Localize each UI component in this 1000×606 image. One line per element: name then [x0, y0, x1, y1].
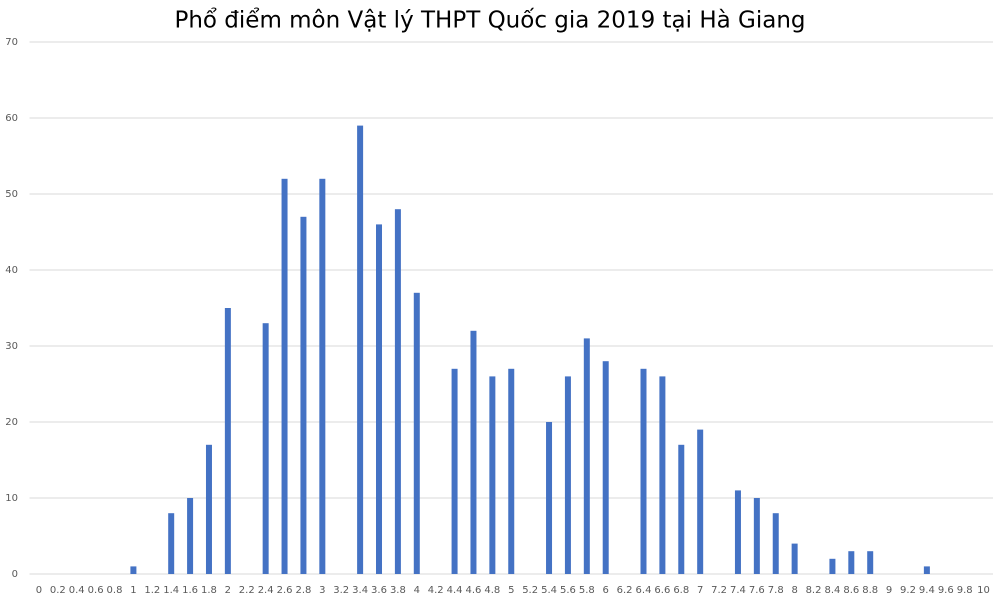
- bar: [753, 498, 760, 574]
- x-tick-label: 7: [697, 585, 703, 596]
- bar: [564, 376, 571, 574]
- x-tick-label: 5.4: [541, 585, 557, 596]
- x-tick-label: 7.8: [768, 585, 784, 596]
- x-tick-label: 1.2: [144, 585, 160, 596]
- x-tick-label: 1.6: [182, 585, 198, 596]
- bar: [602, 361, 609, 574]
- bar: [413, 292, 420, 574]
- x-tick-label: 2.2: [239, 585, 255, 596]
- bar: [489, 376, 496, 574]
- bar: [130, 566, 137, 574]
- bar: [224, 308, 231, 574]
- x-tick-label: 0.4: [69, 585, 85, 596]
- x-tick-label: 7.6: [749, 585, 765, 596]
- bar: [923, 566, 930, 574]
- y-tick-label: 20: [5, 417, 18, 428]
- bar: [281, 178, 288, 575]
- x-tick-label: 2.8: [295, 585, 311, 596]
- x-tick-label: 7.2: [711, 585, 727, 596]
- bar: [697, 429, 704, 574]
- bar: [867, 551, 874, 574]
- bar: [262, 323, 269, 574]
- x-tick-label: 5.2: [522, 585, 538, 596]
- x-tick-label: 9.8: [957, 585, 973, 596]
- bar: [508, 368, 515, 574]
- x-tick-label: 4.6: [466, 585, 482, 596]
- x-tick-label: 4.2: [428, 585, 444, 596]
- x-tick-label: 4: [414, 585, 420, 596]
- bar: [300, 216, 307, 575]
- bar: [772, 513, 779, 574]
- bar: [659, 376, 666, 574]
- x-tick-label: 3.6: [371, 585, 387, 596]
- x-tick-label: 3.2: [333, 585, 349, 596]
- bar: [187, 498, 194, 574]
- bar: [470, 330, 477, 574]
- chart-title: Phổ điểm môn Vật lý THPT Quốc gia 2019 t…: [174, 8, 805, 34]
- bar: [848, 551, 855, 574]
- bar: [319, 178, 326, 575]
- x-tick-label: 3: [319, 585, 325, 596]
- bar: [640, 368, 647, 574]
- x-tick-label: 8.8: [862, 585, 878, 596]
- x-tick-label: 5.6: [560, 585, 576, 596]
- bar: [451, 368, 458, 574]
- y-tick-label: 30: [5, 341, 18, 352]
- bar: [829, 558, 836, 574]
- x-tick-label: 10: [977, 585, 990, 596]
- x-tick-label: 3.8: [390, 585, 406, 596]
- bar: [791, 543, 798, 574]
- x-tick-label: 2.6: [277, 585, 293, 596]
- x-tick-label: 8.2: [806, 585, 822, 596]
- bar: [168, 513, 175, 574]
- x-tick-label: 9.6: [938, 585, 954, 596]
- bar: [205, 444, 212, 574]
- bar: [376, 224, 383, 574]
- x-tick-label: 6.2: [617, 585, 633, 596]
- x-tick-label: 7.4: [730, 585, 746, 596]
- x-tick-label: 0.6: [88, 585, 104, 596]
- x-tick-label: 9.2: [900, 585, 916, 596]
- y-tick-label: 60: [5, 113, 18, 124]
- x-tick-label: 0: [36, 585, 42, 596]
- bar: [583, 338, 590, 574]
- y-tick-label: 0: [12, 569, 18, 580]
- x-tick-label: 2.4: [258, 585, 274, 596]
- x-tick-label: 4.8: [484, 585, 500, 596]
- x-tick-label: 1.4: [163, 585, 179, 596]
- x-tick-label: 6.4: [636, 585, 652, 596]
- x-tick-label: 9: [886, 585, 892, 596]
- x-tick-label: 6.8: [673, 585, 689, 596]
- bar: [678, 444, 685, 574]
- x-tick-label: 3.4: [352, 585, 368, 596]
- y-tick-label: 50: [5, 189, 18, 200]
- y-tick-label: 10: [5, 493, 18, 504]
- x-tick-label: 5: [508, 585, 514, 596]
- x-tick-label: 8: [791, 585, 797, 596]
- x-tick-label: 2: [225, 585, 231, 596]
- x-tick-label: 9.4: [919, 585, 935, 596]
- x-tick-label: 0.8: [107, 585, 123, 596]
- bar: [357, 125, 364, 574]
- x-tick-label: 5.8: [579, 585, 595, 596]
- x-tick-label: 1: [130, 585, 136, 596]
- bar: [734, 490, 741, 574]
- x-tick-label: 8.4: [824, 585, 840, 596]
- y-tick-label: 70: [5, 37, 18, 48]
- x-tick-label: 6.6: [654, 585, 670, 596]
- bar: [546, 422, 553, 574]
- x-tick-label: 0.2: [50, 585, 66, 596]
- bar: [394, 209, 401, 574]
- x-tick-label: 4.4: [447, 585, 463, 596]
- x-tick-label: 1.8: [201, 585, 217, 596]
- y-tick-label: 40: [5, 265, 18, 276]
- x-tick-label: 8.6: [843, 585, 859, 596]
- x-tick-label: 6: [603, 585, 609, 596]
